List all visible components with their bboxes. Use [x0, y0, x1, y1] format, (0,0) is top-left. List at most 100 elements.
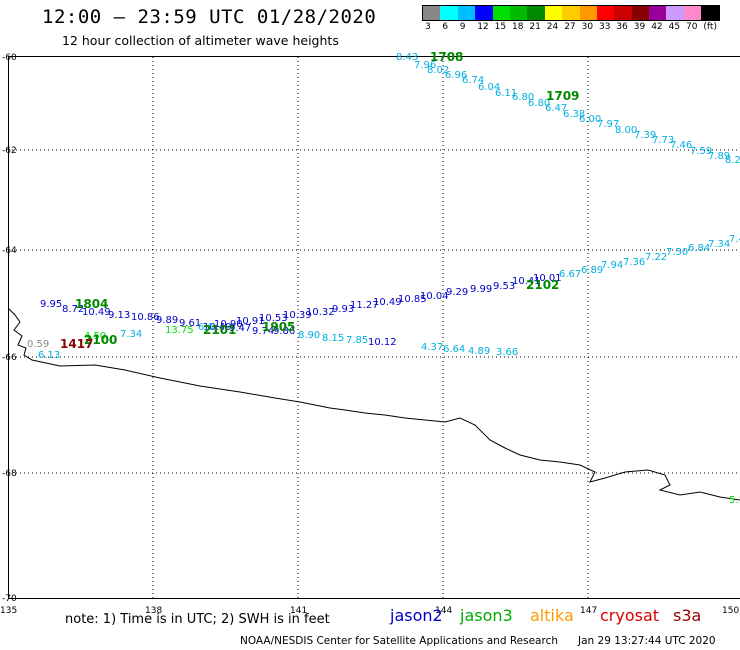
- track-a: 8.43 7.96 8.02 6.96 6.74 6.04 6.11 6.80 …: [396, 52, 740, 166]
- legend-label: 27: [564, 22, 576, 32]
- swh-label: 10.49: [203, 322, 232, 333]
- track-time-label: 1417: [60, 337, 93, 351]
- legend-swatch: [440, 6, 458, 20]
- swh-label: 6.13: [38, 350, 60, 361]
- legend-swatches: [422, 5, 720, 21]
- swh-label: 9.13: [108, 310, 130, 321]
- swh-label: 6.11: [495, 88, 517, 99]
- swh-label: 10.49: [373, 297, 402, 308]
- sat-label-altika: altika: [530, 606, 574, 625]
- legend-swatch: [423, 6, 441, 20]
- legend-label: (ft): [703, 22, 717, 32]
- swh-label: 9.95: [40, 299, 62, 310]
- swh-label: 10.53: [259, 313, 288, 324]
- swh-label: 7.59: [690, 146, 712, 157]
- swh-label: 7.34: [120, 329, 142, 340]
- swh-label: 10.39: [283, 310, 312, 321]
- legend-swatch: [666, 6, 684, 20]
- swh-label: 8.15: [322, 333, 344, 344]
- swh-label: 8.02: [427, 65, 449, 76]
- swh-label: 10.12: [368, 337, 397, 348]
- sat-label-jason3: jason3: [460, 606, 513, 625]
- swh-label: 7.46: [670, 140, 692, 151]
- swh-label: 6.04: [478, 82, 500, 93]
- swh-label: 8.43: [396, 52, 418, 63]
- swh-label: 9.86: [273, 326, 295, 337]
- track-b: 7.4 7.34 6.84 7.50 7.22 7.36 7.94 6.89 6…: [214, 234, 740, 330]
- swh-label: 13.75: [165, 325, 194, 336]
- track-f: 0.59 6.13 5.15: [27, 339, 740, 506]
- sat-label-cryosat: cryosat: [600, 606, 660, 625]
- swh-label: 10.91: [236, 316, 265, 327]
- lat-label-66: -66: [2, 353, 17, 363]
- legend-swatch: [596, 6, 615, 20]
- swh-label: 8.2: [725, 155, 740, 166]
- swh-label: 8.00: [615, 125, 637, 136]
- map-subtitle: 12 hour collection of altimeter wave hei…: [62, 33, 339, 48]
- legend-swatch: [631, 6, 650, 20]
- legend-label: 30: [581, 22, 594, 32]
- legend-label: 18: [512, 22, 524, 32]
- swh-label: 7.97: [597, 119, 619, 130]
- swh-label: 9.89: [156, 315, 178, 326]
- track-e: 4.37 6.64 4.89 3.66: [421, 342, 518, 358]
- legend-swatch: [562, 6, 580, 20]
- map-title: 12:00 – 23:59 UTC 01/28/2020: [42, 6, 377, 28]
- timestamp: Jan 29 13:27:44 UTC 2020: [578, 635, 716, 647]
- swh-label: 10.85: [398, 294, 427, 305]
- swh-label: 10.86: [131, 312, 160, 323]
- track-time-label: 1709: [546, 89, 579, 103]
- swh-label: 10.01: [533, 273, 562, 284]
- legend-swatch: [509, 6, 528, 20]
- swh-label: 6.6: [198, 322, 214, 333]
- legend-label: 9: [459, 22, 466, 32]
- legend-label: 15: [494, 22, 507, 32]
- swh-label: 7.22: [645, 252, 667, 263]
- lat-label-60: -60: [2, 53, 17, 63]
- track-time-label: 2102: [526, 278, 559, 292]
- swh-label: 9.29: [446, 287, 468, 298]
- legend-swatch: [701, 6, 719, 20]
- legend-label: 45: [668, 22, 681, 32]
- swh-label: 9.74: [252, 326, 274, 337]
- legend-label: 12: [477, 22, 489, 32]
- swh-label: 10.90: [214, 319, 243, 330]
- antarctic-coastline: [7, 307, 740, 501]
- track-time-label: 1708: [430, 50, 463, 64]
- lat-label-64: -64: [2, 246, 17, 256]
- swh-label: 7.34: [708, 239, 730, 250]
- swh-label: 4.89: [468, 346, 490, 357]
- lon-label-147: 147: [580, 606, 597, 616]
- track-d: 4.50 7.34 13.75 6.6: [84, 322, 214, 342]
- lat-label-62: -62: [2, 146, 17, 156]
- track-time-label: 1804: [75, 297, 108, 311]
- legend-label: 21: [529, 22, 541, 32]
- swh-label: 10.41: [512, 276, 541, 287]
- swh-label: 6.47: [545, 103, 567, 114]
- legend-swatch: [527, 6, 545, 20]
- swh-label: 7.36: [623, 257, 645, 268]
- legend-label: 33: [599, 22, 611, 32]
- swh-label: 6.67: [559, 269, 581, 280]
- legend-label: 70: [686, 22, 698, 32]
- swh-label: 6.84: [688, 243, 710, 254]
- swh-label: 7.89: [708, 151, 730, 162]
- legend-swatch: [457, 6, 476, 20]
- legend-label: 42: [651, 22, 663, 32]
- track-c: 9.95 8.72 10.49 9.13 10.86 9.89 9.61 10.…: [40, 299, 397, 348]
- lon-label-138: 138: [145, 606, 162, 616]
- legend-swatch: [683, 6, 702, 20]
- swh-label: 8.90: [298, 330, 320, 341]
- legend-swatch: [649, 6, 667, 20]
- sat-label-jason2: jason2: [390, 606, 443, 625]
- swh-label: 9.47: [229, 323, 251, 334]
- legend-swatch: [614, 6, 632, 20]
- color-legend: 3 6 9 12 15 18 21 24 27 30 33 36 39 42 45 70 (ft): [422, 5, 720, 33]
- credit-line: NOAA/NESDIS Center for Satellite Applica…: [240, 635, 558, 647]
- swh-label: 7.94: [601, 260, 623, 271]
- swh-label: 6.38: [563, 109, 585, 120]
- legend-label: 3: [425, 22, 431, 32]
- swh-label: 6.96: [445, 70, 467, 81]
- legend-swatch: [579, 6, 597, 20]
- swh-label: 11.27: [350, 300, 379, 311]
